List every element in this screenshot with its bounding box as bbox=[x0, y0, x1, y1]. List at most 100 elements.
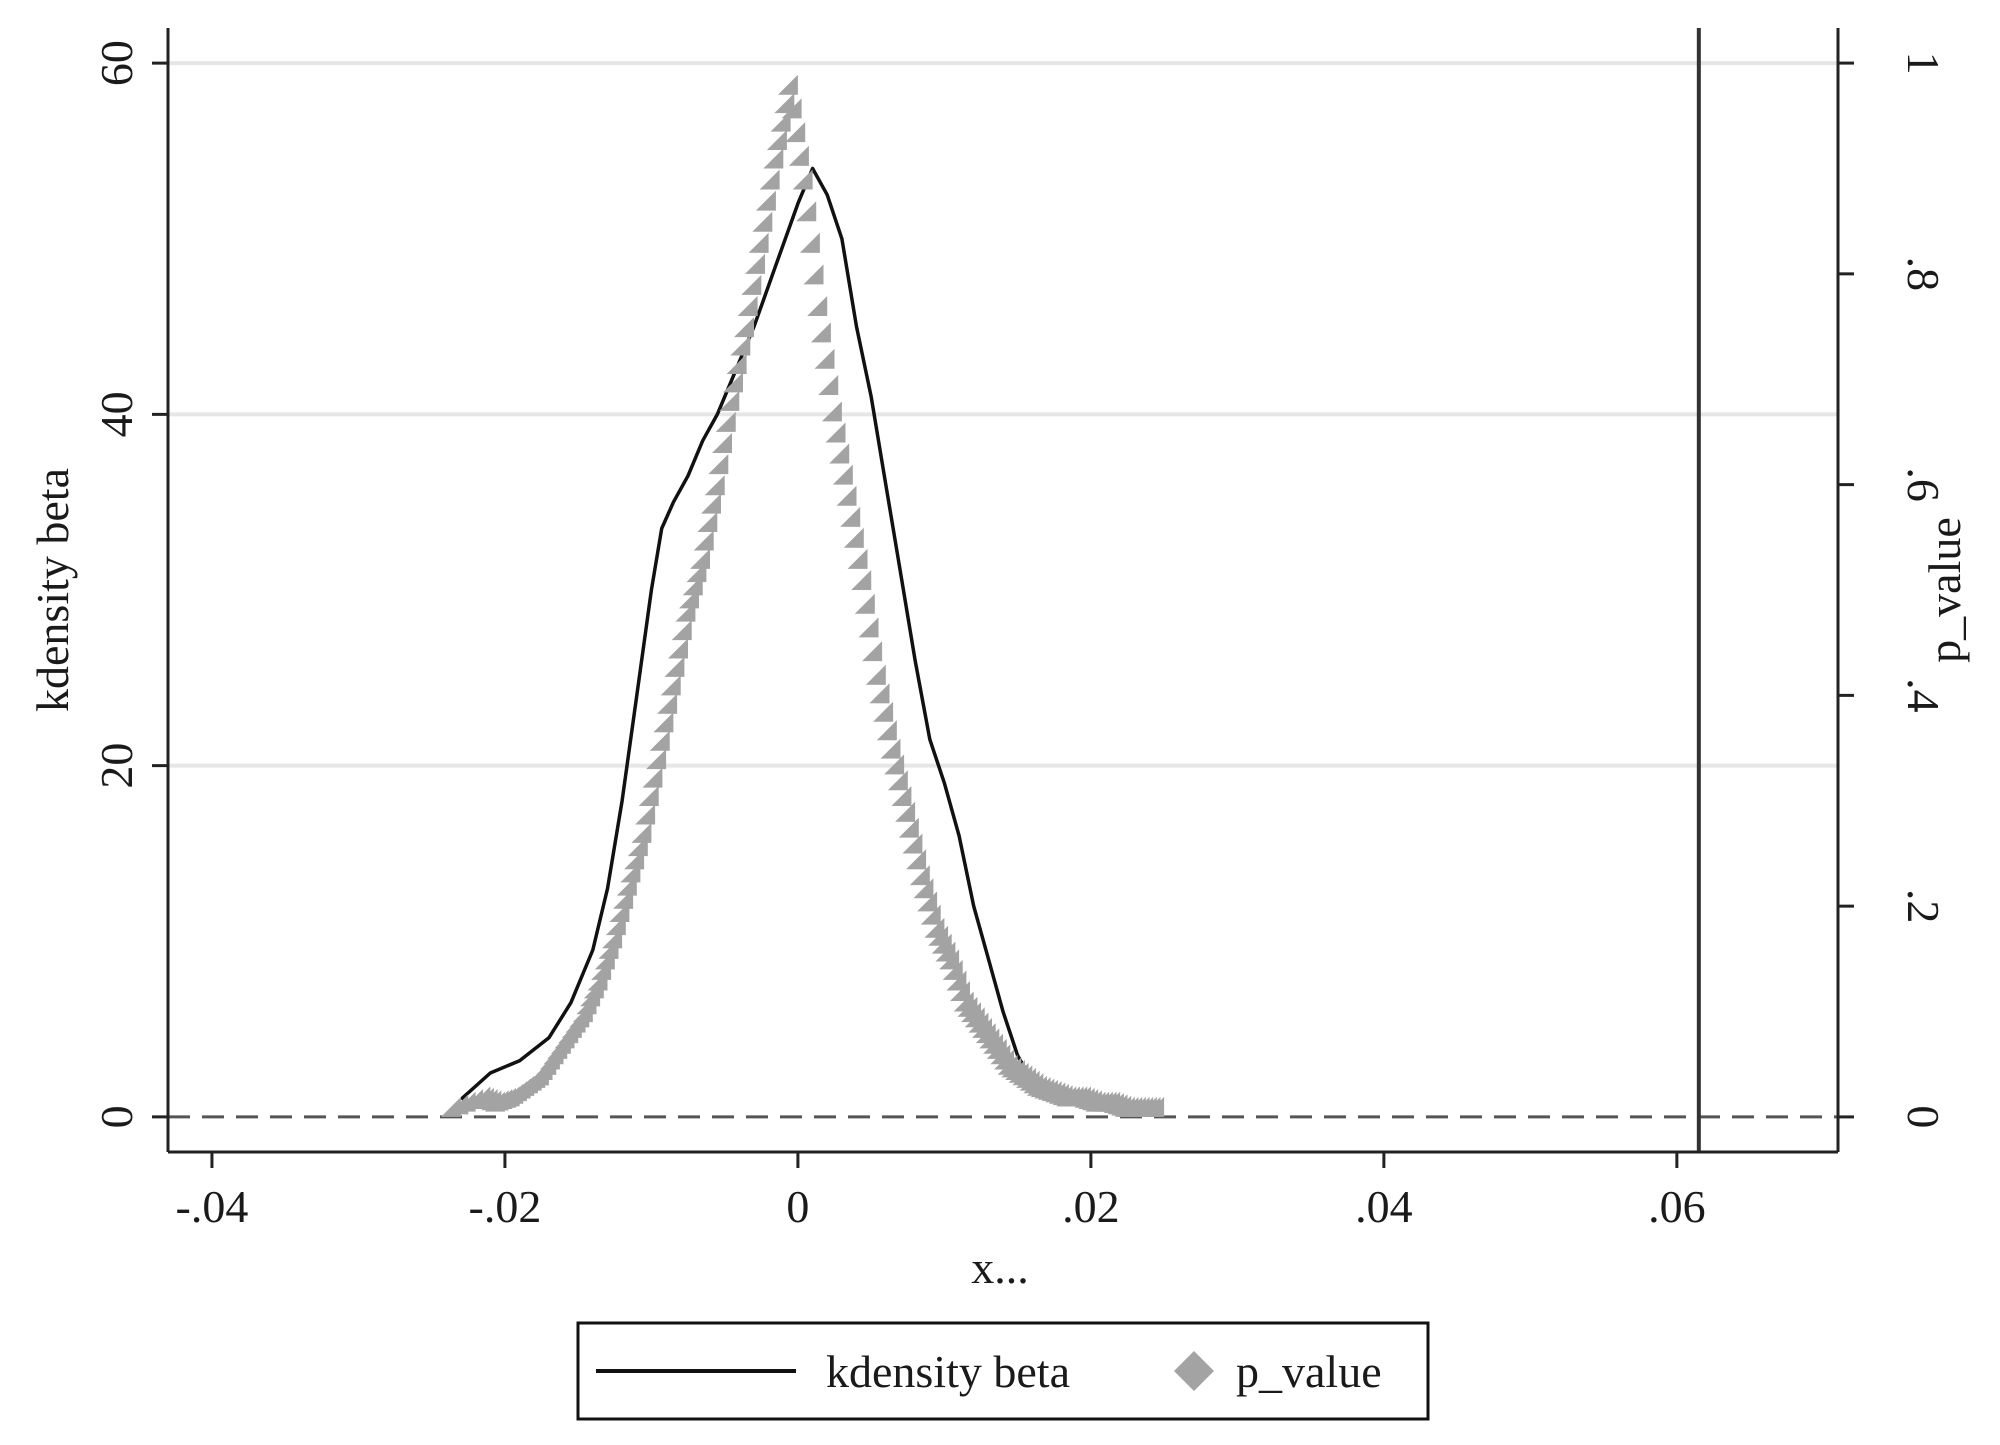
p-value-marker bbox=[876, 720, 897, 741]
p-value-marker bbox=[880, 738, 901, 759]
p-value-marker bbox=[690, 548, 711, 569]
x-tick-label: -.02 bbox=[469, 1181, 542, 1232]
p-value-marker bbox=[851, 570, 872, 591]
p-value-marker bbox=[715, 411, 736, 432]
p-value-marker bbox=[847, 548, 868, 569]
p-value-marker bbox=[917, 891, 938, 912]
p-value-marker bbox=[818, 375, 839, 396]
p-value-marker bbox=[913, 878, 934, 899]
p-value-marker bbox=[653, 712, 674, 733]
p-value-marker bbox=[906, 849, 927, 870]
x-tick-label: .06 bbox=[1648, 1181, 1706, 1232]
p-value-marker bbox=[803, 264, 824, 285]
p-value-marker bbox=[858, 617, 879, 638]
p-value-marker bbox=[745, 253, 766, 274]
left-y-tick-label: 40 bbox=[91, 391, 142, 437]
p-value-marker bbox=[950, 981, 971, 1002]
p-value-marker bbox=[796, 201, 817, 222]
p-value-marker bbox=[946, 970, 967, 991]
p-value-marker bbox=[777, 74, 798, 95]
p-value-marker bbox=[671, 620, 692, 641]
right-y-tick-label: .2 bbox=[1898, 889, 1949, 924]
right-y-tick-label: 0 bbox=[1898, 1105, 1949, 1128]
p-value-marker bbox=[829, 443, 850, 464]
p-value-marker bbox=[898, 817, 919, 838]
p-value-marker bbox=[759, 169, 780, 190]
p-value-marker bbox=[931, 933, 952, 954]
p-value-marker bbox=[693, 530, 714, 551]
p-value-marker bbox=[766, 130, 787, 151]
p-value-marker bbox=[737, 296, 758, 317]
p-value-marker bbox=[701, 493, 722, 514]
p-value-marker bbox=[785, 122, 806, 143]
axes bbox=[152, 28, 1854, 1168]
p-value-marker bbox=[902, 833, 923, 854]
legend: kdensity beta p_value bbox=[576, 1321, 1430, 1421]
p-value-marker bbox=[646, 749, 667, 770]
legend-p-value-label: p_value bbox=[1236, 1346, 1382, 1397]
p-value-marker bbox=[873, 701, 894, 722]
p-value-marker bbox=[774, 93, 795, 114]
p-value-marker bbox=[843, 527, 864, 548]
p-value-marker bbox=[810, 322, 831, 343]
p-value-marker bbox=[942, 959, 963, 980]
p-value-marker bbox=[832, 464, 853, 485]
p-value-marker bbox=[734, 317, 755, 338]
p-value-marker bbox=[887, 770, 908, 791]
p-value-marker bbox=[836, 485, 857, 506]
p-value-marker bbox=[642, 767, 663, 788]
p-value-marker bbox=[638, 786, 659, 807]
p-value-marker bbox=[935, 941, 956, 962]
p-value-marker bbox=[708, 454, 729, 475]
p-value-marker bbox=[928, 925, 949, 946]
p-value-marker bbox=[895, 801, 916, 822]
reference-lines bbox=[168, 28, 1838, 1152]
p-value-series bbox=[441, 74, 1165, 1117]
legend-p-value-swatch bbox=[1174, 1351, 1214, 1391]
p-value-marker bbox=[697, 512, 718, 533]
p-value-marker bbox=[668, 638, 689, 659]
right-y-tick-label: .6 bbox=[1898, 467, 1949, 502]
x-tick-label: -.04 bbox=[176, 1181, 249, 1232]
left-y-tick-label: 60 bbox=[91, 40, 142, 86]
p-value-marker bbox=[719, 390, 740, 411]
p-value-marker bbox=[712, 433, 733, 454]
p-value-marker bbox=[781, 98, 802, 119]
x-tick-label: .04 bbox=[1355, 1181, 1413, 1232]
p-value-marker bbox=[869, 683, 890, 704]
p-value-marker bbox=[939, 949, 960, 970]
right-y-tick-label: .4 bbox=[1898, 678, 1949, 713]
p-value-marker bbox=[763, 148, 784, 169]
p-value-marker bbox=[807, 296, 828, 317]
left-y-tick-label: 20 bbox=[91, 743, 142, 789]
p-value-marker bbox=[891, 786, 912, 807]
left-y-tick-label: 0 bbox=[91, 1105, 142, 1128]
kdensity-series bbox=[459, 166, 1150, 1110]
p-value-marker bbox=[821, 401, 842, 422]
p-value-marker bbox=[854, 593, 875, 614]
p-value-marker bbox=[649, 730, 670, 751]
p-value-marker bbox=[748, 232, 769, 253]
gridlines bbox=[168, 61, 1838, 768]
p-value-marker bbox=[723, 372, 744, 393]
p-value-marker bbox=[664, 656, 685, 677]
p-value-marker bbox=[920, 904, 941, 925]
p-value-marker bbox=[909, 865, 930, 886]
p-value-marker bbox=[755, 190, 776, 211]
p-value-marker bbox=[1144, 1096, 1165, 1117]
p-value-marker bbox=[825, 422, 846, 443]
p-value-marker bbox=[865, 664, 886, 685]
left-y-axis-title: kdensity beta bbox=[27, 468, 78, 712]
p-value-marker bbox=[730, 335, 751, 356]
p-value-marker bbox=[884, 754, 905, 775]
x-axis-title: x... bbox=[971, 1242, 1029, 1293]
p-value-marker bbox=[657, 693, 678, 714]
p-value-marker bbox=[924, 917, 945, 938]
p-value-marker bbox=[752, 211, 773, 232]
p-value-marker bbox=[840, 506, 861, 527]
p-value-marker bbox=[726, 354, 747, 375]
tick-labels: -.04 -.02 0 .02 .04 .06 0 20 40 60 0 .2 .4 .6 .8 1 bbox=[91, 40, 1949, 1232]
p-value-marker bbox=[792, 169, 813, 190]
x-tick-label: 0 bbox=[786, 1181, 809, 1232]
